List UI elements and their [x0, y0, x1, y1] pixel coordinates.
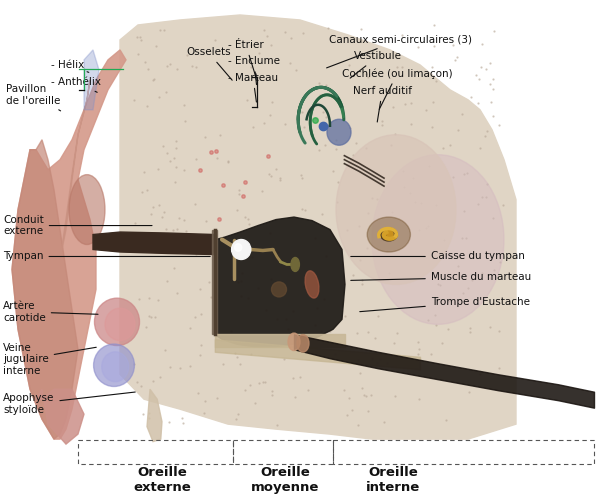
Text: - Étrier: - Étrier: [228, 40, 264, 77]
Ellipse shape: [232, 240, 251, 259]
Ellipse shape: [102, 352, 128, 382]
Text: Veine
jugulaire
interne: Veine jugulaire interne: [3, 343, 96, 376]
Polygon shape: [215, 217, 345, 347]
Ellipse shape: [336, 135, 456, 284]
Text: Caisse du tympan: Caisse du tympan: [351, 251, 524, 261]
Ellipse shape: [380, 228, 397, 241]
Text: Cochlée (ou limaçon): Cochlée (ou limaçon): [342, 68, 452, 109]
Text: Trompe d'Eustache: Trompe d'Eustache: [360, 297, 530, 312]
Text: Nerf auditif: Nerf auditif: [353, 86, 412, 122]
Text: Muscle du marteau: Muscle du marteau: [351, 272, 531, 282]
Text: - Hélix: - Hélix: [51, 60, 89, 72]
Ellipse shape: [95, 298, 139, 346]
Text: - Anthélix: - Anthélix: [51, 77, 101, 92]
Ellipse shape: [367, 217, 410, 252]
Text: Pavillon
de l'oreille: Pavillon de l'oreille: [6, 84, 61, 111]
Ellipse shape: [297, 335, 309, 352]
Text: - Enclume: - Enclume: [228, 56, 280, 84]
Polygon shape: [12, 140, 78, 439]
Ellipse shape: [288, 333, 300, 351]
Ellipse shape: [94, 344, 134, 387]
Ellipse shape: [271, 282, 287, 297]
Ellipse shape: [372, 155, 504, 324]
Text: Tympan: Tympan: [3, 251, 210, 261]
Ellipse shape: [305, 271, 319, 298]
Text: Canaux semi-circulaires (3): Canaux semi-circulaires (3): [326, 35, 472, 68]
Polygon shape: [84, 50, 99, 110]
Text: - Marteau: - Marteau: [228, 73, 278, 102]
Text: Osselets: Osselets: [186, 47, 232, 80]
Text: Apophyse
styloïde: Apophyse styloïde: [3, 392, 135, 415]
Ellipse shape: [291, 257, 299, 271]
Ellipse shape: [327, 119, 351, 145]
Text: Conduit
externe: Conduit externe: [3, 215, 152, 237]
Ellipse shape: [105, 308, 135, 341]
Polygon shape: [36, 389, 84, 444]
Text: Oreille
externe: Oreille externe: [133, 466, 191, 494]
Polygon shape: [60, 80, 90, 259]
Polygon shape: [120, 15, 516, 439]
Polygon shape: [147, 389, 162, 442]
Ellipse shape: [69, 175, 105, 245]
Text: Artère
carotide: Artère carotide: [3, 301, 98, 323]
Polygon shape: [12, 50, 126, 439]
Polygon shape: [93, 232, 215, 254]
Text: Vestibule: Vestibule: [350, 51, 402, 78]
Polygon shape: [212, 230, 217, 334]
Text: Oreille
interne: Oreille interne: [366, 466, 420, 494]
Text: Oreille
moyenne: Oreille moyenne: [251, 466, 319, 494]
Ellipse shape: [235, 244, 242, 251]
